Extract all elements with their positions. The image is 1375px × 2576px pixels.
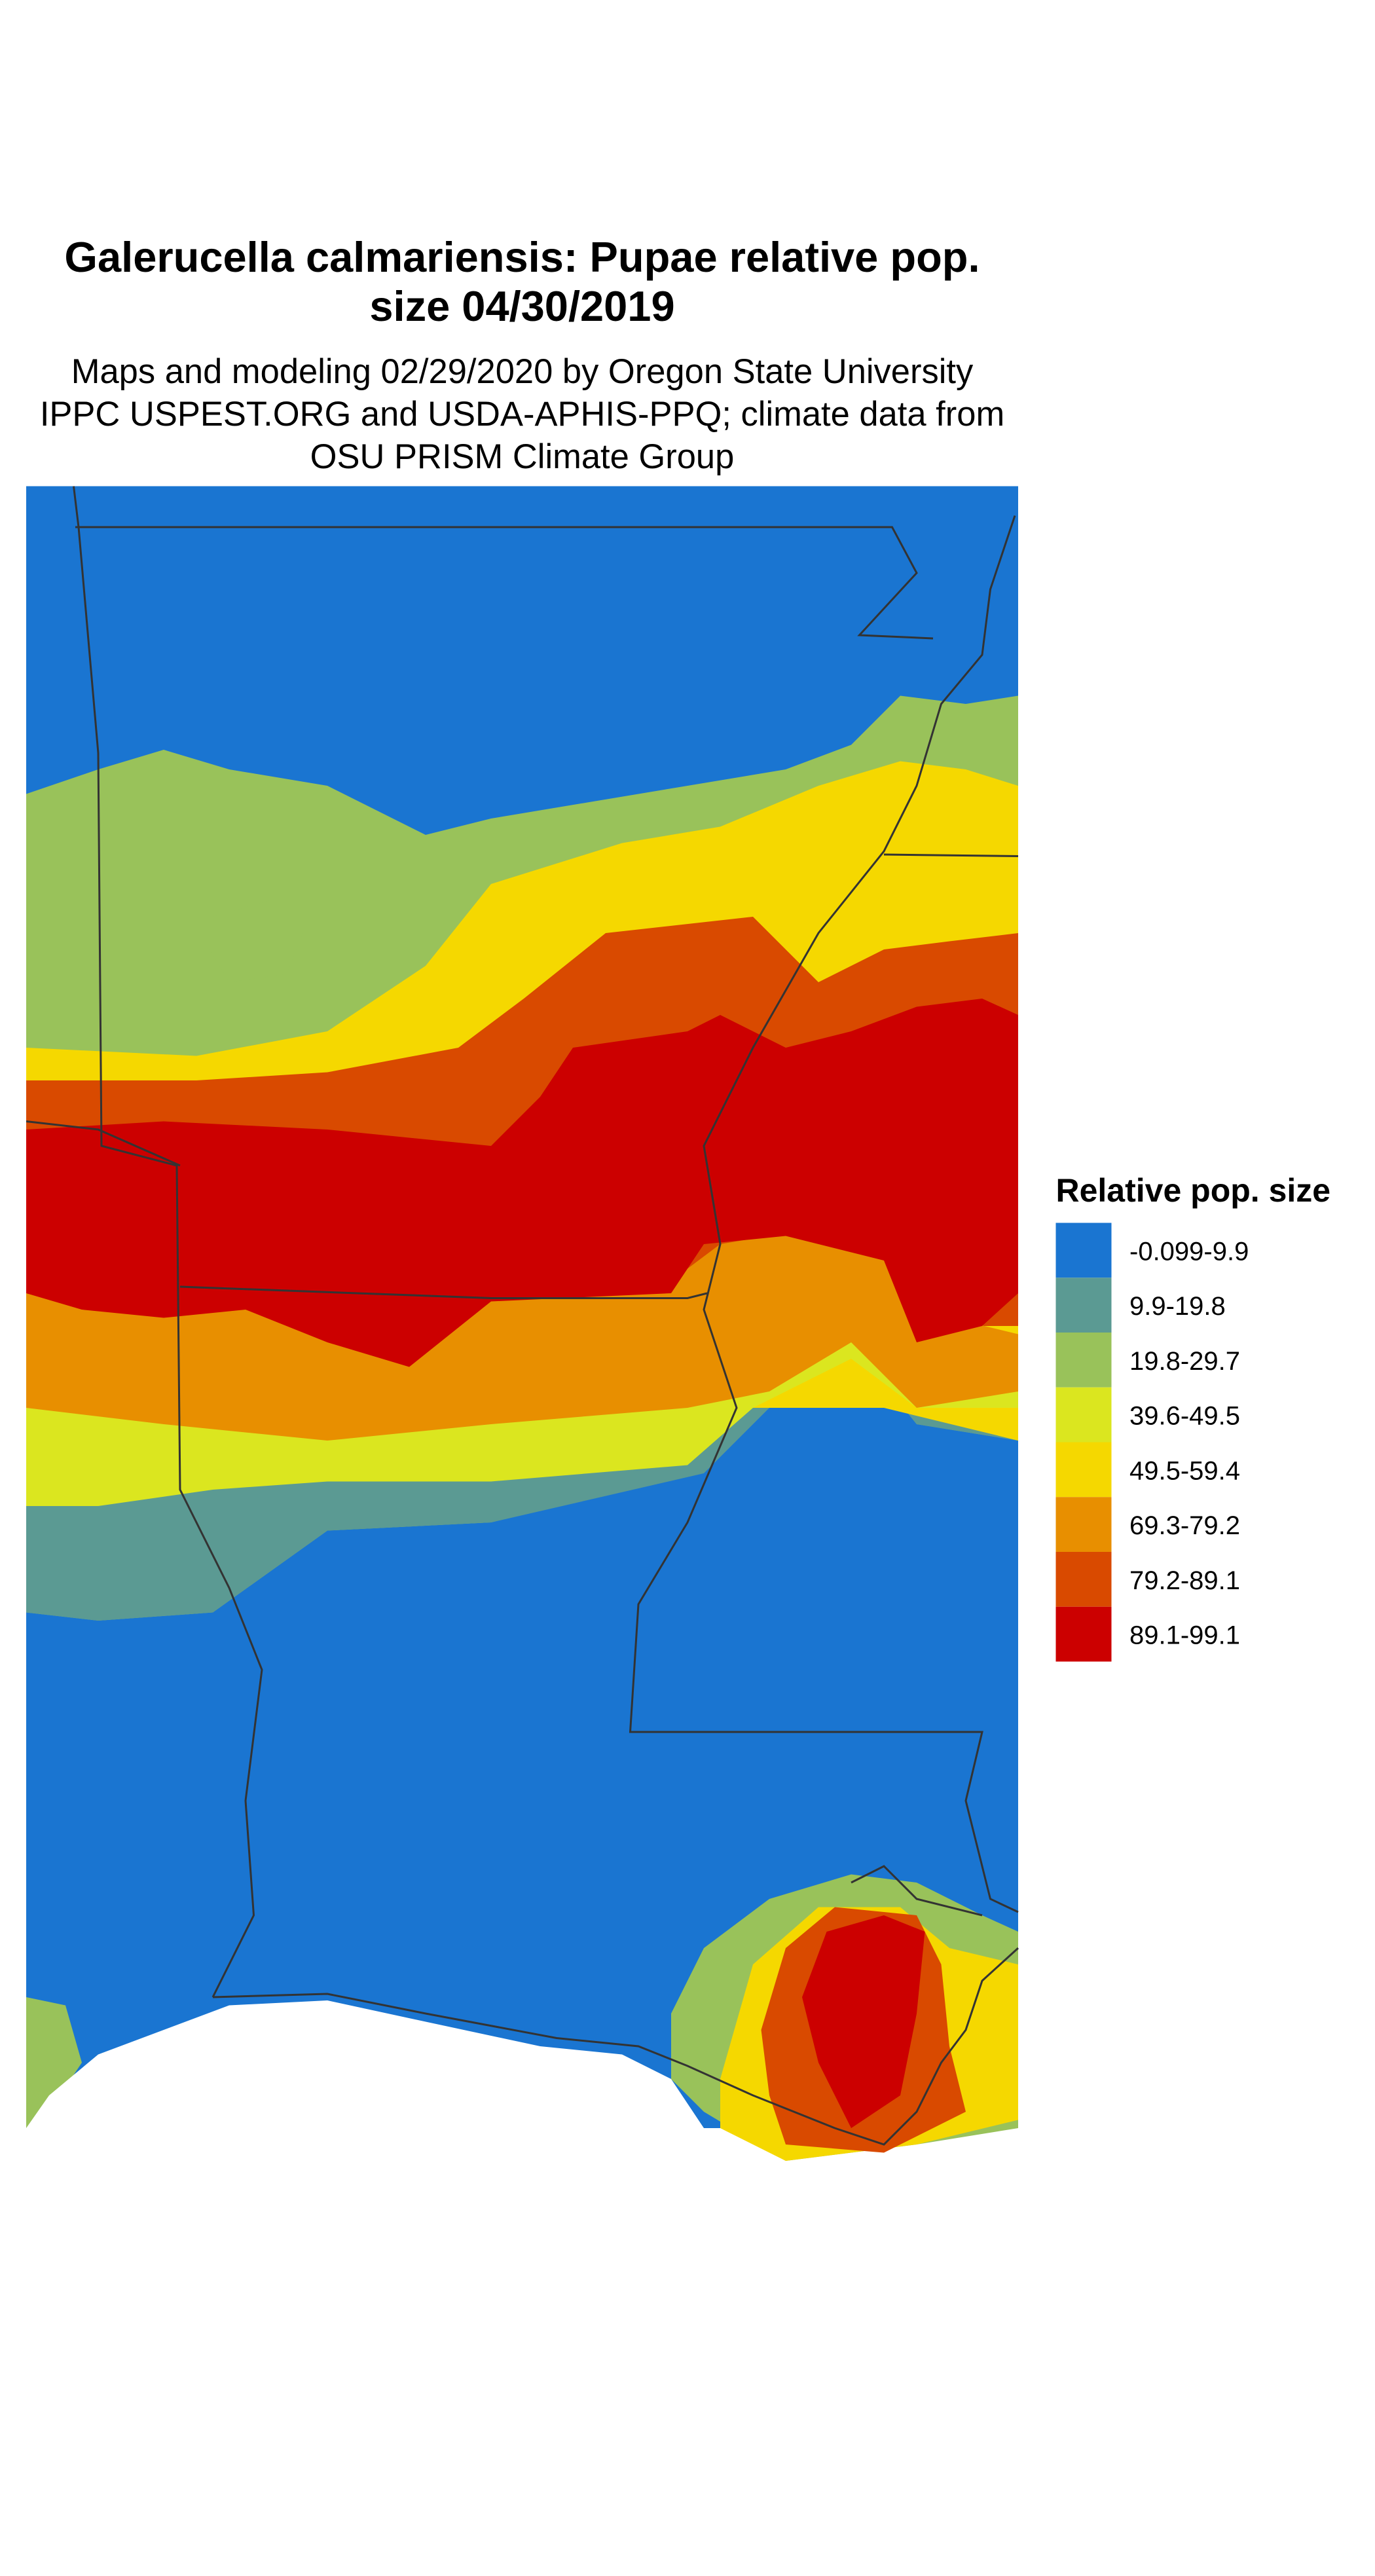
legend-label: 19.8-29.7 bbox=[1129, 1347, 1240, 1376]
legend-swatch bbox=[1055, 1223, 1112, 1278]
legend-label: 49.5-59.4 bbox=[1129, 1456, 1240, 1485]
subtitle: IPPC USPEST.ORG and USDA-APHIS-PPQ; clim… bbox=[40, 395, 1004, 433]
legend-label: 9.9-19.8 bbox=[1129, 1292, 1226, 1321]
state-border bbox=[73, 486, 263, 1998]
region bbox=[26, 1228, 1018, 1441]
legend-swatch bbox=[1055, 1278, 1112, 1333]
legend-swatch bbox=[1055, 1552, 1112, 1607]
map bbox=[26, 486, 1019, 2177]
state-border bbox=[629, 515, 1019, 1913]
legend-swatch bbox=[1055, 1497, 1112, 1552]
legend-swatch bbox=[1055, 1606, 1112, 1662]
legend: Relative pop. size -0.099-9.9 9.9-19.8 19.… bbox=[1055, 1172, 1331, 1662]
gulf bbox=[26, 2000, 753, 2177]
subtitle: OSU PRISM Climate Group bbox=[310, 437, 735, 476]
legend-label: -0.099-9.9 bbox=[1129, 1237, 1249, 1266]
legend-label: 69.3-79.2 bbox=[1129, 1511, 1240, 1540]
state-border bbox=[883, 853, 1019, 857]
legend-swatch bbox=[1055, 1333, 1112, 1388]
region bbox=[26, 1997, 82, 2128]
legend-title: Relative pop. size bbox=[1056, 1172, 1331, 1209]
region bbox=[26, 999, 1018, 1367]
region bbox=[802, 1915, 925, 2128]
legend-swatch bbox=[1055, 1387, 1112, 1443]
title: Galerucella calmariensis: Pupae relative… bbox=[64, 233, 980, 281]
state-border bbox=[75, 526, 934, 640]
state-border bbox=[851, 1865, 983, 1917]
subtitle: Maps and modeling 02/29/2020 by Oregon S… bbox=[71, 352, 974, 391]
figure-content: Galerucella calmariensis: Pupae relative… bbox=[26, 233, 1330, 2177]
state-border bbox=[26, 1120, 181, 1167]
title: size 04/30/2019 bbox=[369, 282, 674, 330]
region bbox=[210, 900, 303, 982]
legend-label: 39.6-49.5 bbox=[1129, 1402, 1240, 1431]
legend-label: 89.1-99.1 bbox=[1129, 1621, 1240, 1650]
legend-label: 79.2-89.1 bbox=[1129, 1566, 1240, 1595]
state-border bbox=[212, 1947, 1019, 2146]
state-border bbox=[179, 1285, 708, 1299]
legend-swatch bbox=[1055, 1442, 1112, 1498]
